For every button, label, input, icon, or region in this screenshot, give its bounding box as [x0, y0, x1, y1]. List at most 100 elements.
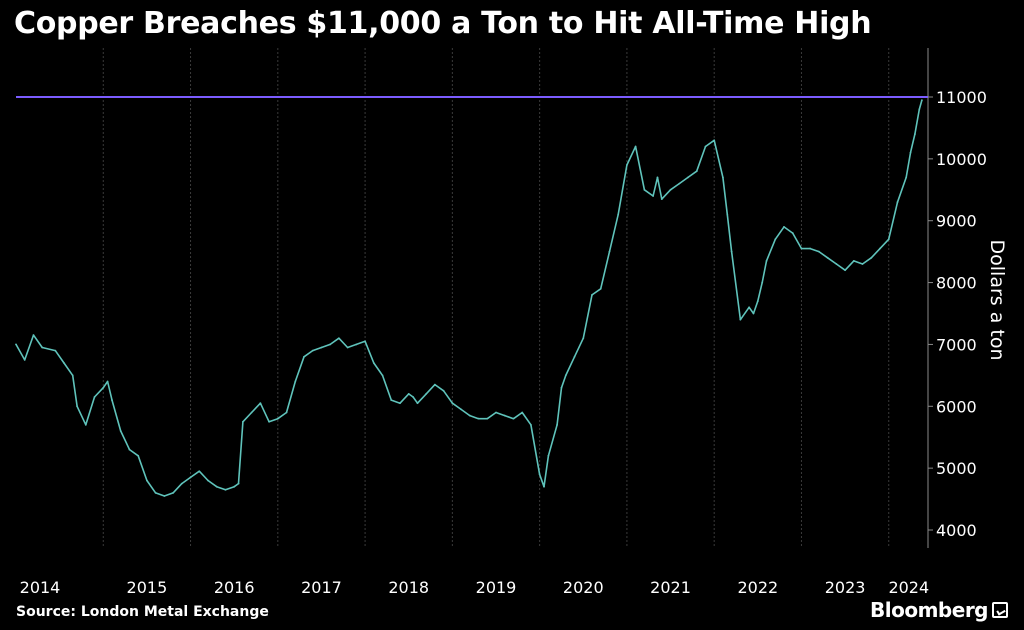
data-point	[390, 399, 393, 401]
data-point	[896, 201, 899, 204]
data-point	[381, 374, 384, 377]
x-tick-label: 2022	[737, 578, 778, 597]
y-tick-label: 8000	[936, 274, 977, 293]
x-tick-label: 2014	[20, 578, 61, 597]
data-point	[739, 318, 742, 321]
data-point	[495, 411, 497, 414]
x-tick-label: 2015	[127, 578, 168, 597]
brand-logo: Bloomberg	[870, 598, 1008, 622]
x-ticks: 2014 2015 2016 2017 2018 2019 2020 2021 2022 2023…	[20, 578, 930, 597]
data-point	[591, 294, 593, 296]
data-point	[713, 139, 716, 142]
data-point	[303, 355, 305, 358]
data-point	[137, 454, 140, 457]
price-series	[15, 99, 923, 497]
data-point	[172, 491, 174, 494]
data-point	[656, 176, 659, 179]
data-point	[835, 263, 838, 265]
data-point	[268, 420, 270, 423]
data-point	[71, 374, 74, 377]
data-point	[442, 389, 445, 392]
data-point	[791, 232, 794, 234]
data-point	[543, 485, 545, 488]
data-point	[76, 405, 78, 408]
chart-title: Copper Breaches $11,000 a Ton to Hit All…	[14, 6, 872, 41]
data-point	[84, 423, 87, 426]
data-point	[15, 343, 17, 346]
data-point	[311, 349, 314, 352]
data-point	[198, 470, 201, 473]
data-point	[669, 188, 672, 191]
data-point	[752, 312, 755, 315]
data-point	[128, 448, 131, 451]
data-point	[399, 402, 401, 405]
data-point	[852, 260, 855, 262]
data-point	[560, 386, 563, 389]
data-point	[163, 495, 166, 497]
data-point	[41, 346, 44, 349]
data-point	[460, 408, 462, 411]
data-point	[608, 250, 611, 253]
data-point	[800, 247, 803, 250]
data-point	[207, 479, 209, 482]
x-tick-label: 2018	[388, 578, 429, 597]
data-point	[407, 393, 410, 395]
data-point	[468, 414, 471, 417]
data-point	[652, 195, 654, 197]
data-point	[54, 349, 57, 352]
data-point	[329, 343, 332, 346]
data-point	[818, 250, 820, 253]
data-point	[909, 151, 912, 154]
data-point	[294, 380, 297, 383]
data-point	[276, 417, 279, 420]
x-tick-label: 2021	[650, 578, 691, 597]
data-point	[730, 250, 733, 253]
data-point	[914, 133, 916, 136]
data-point	[809, 247, 812, 250]
data-point	[180, 482, 183, 485]
data-point	[93, 396, 96, 398]
data-point	[111, 399, 113, 401]
x-tick-label: 2024	[888, 578, 929, 597]
data-point	[920, 99, 923, 101]
data-point	[660, 198, 663, 200]
y-tick-label: 10000	[936, 150, 987, 169]
data-point	[783, 226, 785, 228]
data-point	[32, 334, 35, 337]
data-point	[237, 482, 240, 485]
y-tick-label: 6000	[936, 397, 977, 416]
data-point	[530, 423, 532, 426]
data-point	[63, 362, 65, 364]
y-tick-label: 9000	[936, 212, 977, 231]
data-point	[687, 176, 689, 179]
data-point	[573, 355, 576, 358]
x-tick-label: 2019	[476, 578, 517, 597]
data-point	[765, 260, 768, 262]
price-line	[15, 99, 923, 497]
data-point	[154, 491, 157, 494]
data-point	[224, 488, 227, 491]
data-point	[477, 417, 480, 420]
data-point	[285, 411, 288, 414]
data-point	[250, 411, 253, 414]
data-point	[726, 213, 729, 216]
data-point	[233, 485, 236, 488]
data-point	[451, 402, 454, 405]
y-tick-label: 4000	[936, 521, 977, 540]
data-point	[242, 420, 244, 423]
data-point	[146, 479, 148, 482]
data-point	[564, 374, 567, 377]
data-point	[364, 340, 366, 343]
x-tick-label: 2016	[214, 578, 255, 597]
data-point	[547, 454, 550, 457]
data-point	[372, 362, 375, 364]
data-point	[189, 476, 192, 479]
data-point	[695, 170, 698, 173]
data-point	[879, 247, 881, 250]
data-point	[521, 411, 524, 414]
data-point	[643, 188, 646, 191]
data-point	[119, 430, 122, 432]
data-point	[412, 396, 414, 398]
data-point	[355, 343, 358, 346]
data-point	[905, 176, 908, 179]
